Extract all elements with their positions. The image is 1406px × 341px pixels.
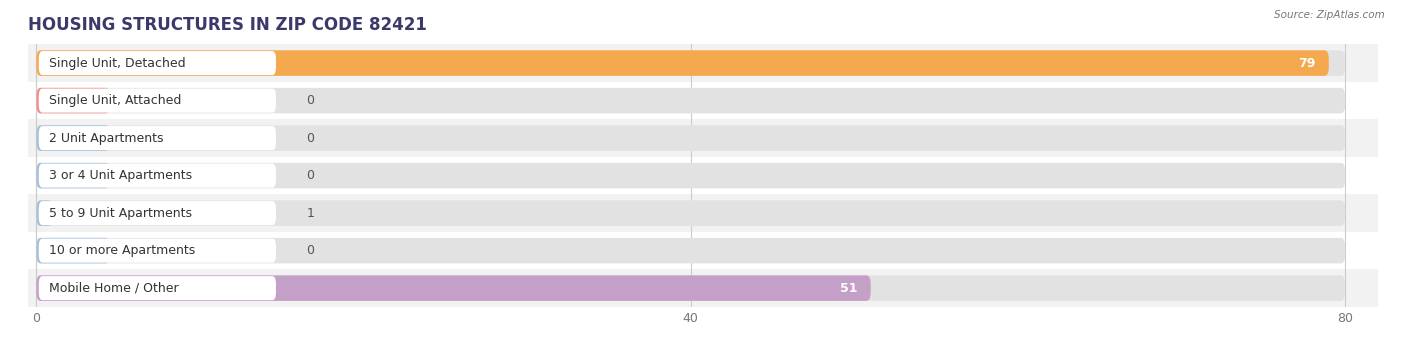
FancyBboxPatch shape: [37, 50, 1329, 76]
Text: 5 to 9 Unit Apartments: 5 to 9 Unit Apartments: [49, 207, 193, 220]
Text: Mobile Home / Other: Mobile Home / Other: [49, 282, 179, 295]
Text: 79: 79: [1298, 57, 1316, 70]
FancyBboxPatch shape: [39, 89, 276, 113]
FancyBboxPatch shape: [37, 276, 870, 301]
FancyBboxPatch shape: [37, 125, 1346, 151]
Text: Source: ZipAtlas.com: Source: ZipAtlas.com: [1274, 10, 1385, 20]
Text: 0: 0: [307, 94, 315, 107]
FancyBboxPatch shape: [39, 239, 276, 263]
Text: 1: 1: [307, 207, 314, 220]
Text: 10 or more Apartments: 10 or more Apartments: [49, 244, 195, 257]
Bar: [28, 44, 1378, 82]
FancyBboxPatch shape: [39, 164, 276, 188]
FancyBboxPatch shape: [37, 276, 1346, 301]
FancyBboxPatch shape: [37, 201, 1346, 226]
Text: 51: 51: [841, 282, 858, 295]
Text: 2 Unit Apartments: 2 Unit Apartments: [49, 132, 165, 145]
FancyBboxPatch shape: [37, 88, 1346, 113]
Text: 0: 0: [307, 244, 315, 257]
FancyBboxPatch shape: [37, 238, 1346, 263]
Text: 0: 0: [307, 169, 315, 182]
FancyBboxPatch shape: [37, 50, 1346, 76]
Text: 0: 0: [307, 132, 315, 145]
Text: Single Unit, Attached: Single Unit, Attached: [49, 94, 181, 107]
FancyBboxPatch shape: [37, 125, 110, 151]
Text: HOUSING STRUCTURES IN ZIP CODE 82421: HOUSING STRUCTURES IN ZIP CODE 82421: [28, 16, 427, 34]
Text: 3 or 4 Unit Apartments: 3 or 4 Unit Apartments: [49, 169, 193, 182]
Bar: [28, 232, 1378, 269]
FancyBboxPatch shape: [39, 126, 276, 150]
Bar: [28, 194, 1378, 232]
FancyBboxPatch shape: [37, 88, 110, 113]
Bar: [28, 269, 1378, 307]
Bar: [28, 119, 1378, 157]
Bar: [28, 82, 1378, 119]
Bar: [28, 157, 1378, 194]
FancyBboxPatch shape: [37, 238, 110, 263]
Text: Single Unit, Detached: Single Unit, Detached: [49, 57, 186, 70]
FancyBboxPatch shape: [39, 276, 276, 300]
FancyBboxPatch shape: [39, 201, 276, 225]
FancyBboxPatch shape: [37, 201, 52, 226]
FancyBboxPatch shape: [37, 163, 1346, 188]
FancyBboxPatch shape: [37, 163, 110, 188]
FancyBboxPatch shape: [39, 51, 276, 75]
